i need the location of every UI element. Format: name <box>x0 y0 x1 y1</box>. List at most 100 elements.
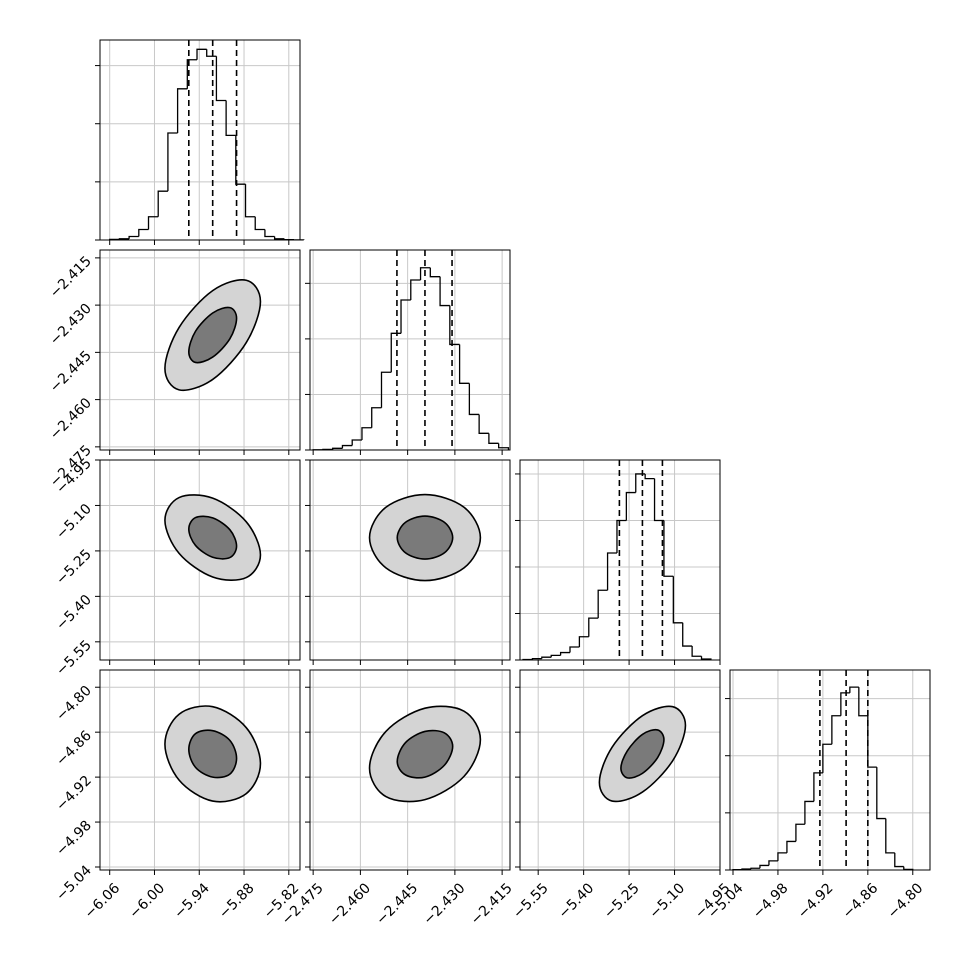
histogram-bin <box>498 443 510 450</box>
panel-frame <box>309 249 511 451</box>
histogram-bin <box>371 407 382 428</box>
histogram-bin <box>419 267 431 280</box>
histogram-bin <box>777 852 787 861</box>
histogram-bin <box>606 552 617 591</box>
y-tick-label: −5.04 <box>53 862 95 904</box>
y-tick-label: −5.25 <box>53 546 95 588</box>
histogram-bin <box>885 818 895 854</box>
histogram-bin <box>128 235 139 239</box>
histogram-bin <box>672 576 683 624</box>
histogram-bin <box>118 238 130 240</box>
y-tick-label: −5.55 <box>53 637 95 679</box>
y-tick-label: −4.80 <box>53 683 95 725</box>
histogram-bin <box>849 686 859 693</box>
histogram-bin <box>478 414 489 434</box>
histogram-bin <box>550 654 561 658</box>
histogram-bin <box>400 299 411 334</box>
histogram-bin <box>361 427 372 440</box>
x-tick-label: −6.06 <box>82 880 124 922</box>
histogram-bin <box>867 715 877 768</box>
histogram-bin <box>439 276 450 307</box>
x-tick-label: −4.92 <box>795 880 837 922</box>
y-tick-label: −2.460 <box>47 395 95 443</box>
contour <box>396 515 454 560</box>
histogram-bin <box>380 371 392 408</box>
histogram-bin <box>813 772 823 802</box>
histogram-bin <box>332 447 343 450</box>
histogram-bin <box>597 589 608 619</box>
histogram-bin <box>254 216 265 231</box>
histogram-bin <box>786 840 796 853</box>
histogram-bin <box>390 332 402 373</box>
histogram-bin <box>541 656 552 659</box>
histogram-bin <box>225 100 236 136</box>
histogram-bin <box>449 305 460 346</box>
histogram-bin <box>429 267 441 278</box>
panel-frame <box>519 669 721 871</box>
contour <box>620 728 665 779</box>
histogram-bin <box>876 767 886 820</box>
y-tick-label: −4.92 <box>53 773 95 815</box>
histogram-bin <box>410 279 421 300</box>
contour <box>188 515 238 560</box>
histogram-bin <box>186 59 198 89</box>
histogram-bin <box>858 687 868 717</box>
y-tick-label: −4.98 <box>53 818 95 860</box>
histogram-bin <box>822 743 832 773</box>
histogram-bin <box>531 657 542 660</box>
panel-frame <box>99 249 301 451</box>
histogram-bin <box>635 473 646 493</box>
histogram-bin <box>578 636 589 647</box>
histogram-bin <box>206 49 217 57</box>
x-tick-label: −5.10 <box>647 880 689 922</box>
histogram-bin <box>759 864 769 869</box>
histogram-bin <box>691 646 702 657</box>
histogram-bin <box>351 439 362 446</box>
x-tick-label: −4.86 <box>840 880 882 922</box>
x-tick-label: −5.55 <box>510 880 552 922</box>
x-tick-label: −6.00 <box>126 880 168 922</box>
histogram-bin <box>588 617 599 637</box>
histogram-bin <box>682 622 693 647</box>
histogram-bin <box>804 800 814 825</box>
histogram-bin <box>341 444 353 449</box>
histogram-bin <box>196 48 207 60</box>
panel-frame <box>99 39 301 241</box>
x-tick-label: −5.94 <box>171 880 213 922</box>
x-tick-label: −2.460 <box>326 880 374 928</box>
y-tick-label: −5.40 <box>53 592 95 634</box>
histogram-bin <box>616 519 627 554</box>
histogram-bin <box>569 646 580 653</box>
y-tick-label: −2.430 <box>47 301 95 349</box>
panel-frame <box>99 669 301 871</box>
contour <box>188 306 238 364</box>
histogram-bin <box>458 344 470 384</box>
histogram-bin <box>157 190 168 217</box>
panel-frame <box>99 459 301 661</box>
x-tick-label: −4.98 <box>750 880 792 922</box>
histogram-bin <box>147 216 159 230</box>
histogram-bin <box>700 656 712 660</box>
x-tick-label: −2.415 <box>468 880 516 928</box>
histogram-bin <box>653 478 664 522</box>
histogram-bin <box>488 433 499 444</box>
x-tick-label: −4.80 <box>885 880 927 922</box>
y-tick-label: −5.10 <box>53 501 95 543</box>
histogram-bin <box>894 852 904 868</box>
histogram-bin <box>663 520 674 577</box>
y-tick-label: −2.445 <box>47 348 95 396</box>
histogram-bin <box>244 184 256 218</box>
histogram-bin <box>215 56 227 102</box>
y-tick-label: −4.86 <box>53 728 95 770</box>
histogram-bin <box>273 236 285 240</box>
panel-frame <box>309 459 511 661</box>
panel-frame <box>729 669 931 871</box>
y-tick-label: −2.415 <box>47 253 95 301</box>
histogram-bin <box>903 866 914 871</box>
histogram-bin <box>559 651 570 656</box>
x-tick-label: −2.445 <box>373 880 421 928</box>
histogram-bin <box>831 715 841 745</box>
x-tick-label: −5.40 <box>556 880 598 922</box>
